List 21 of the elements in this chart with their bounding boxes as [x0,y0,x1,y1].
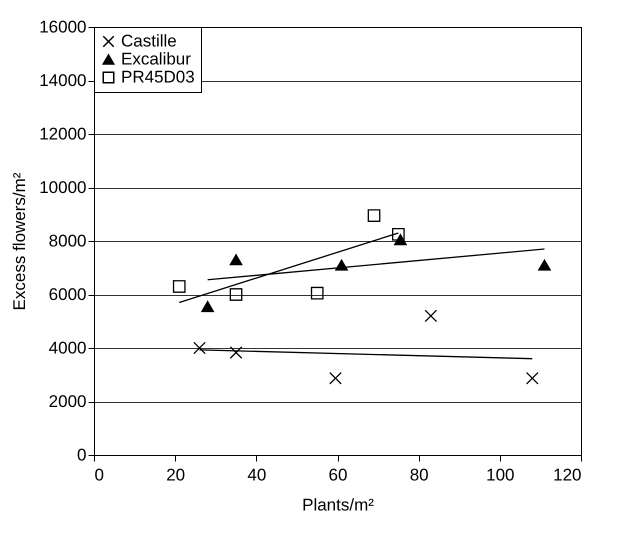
y-axis-title: Excess flowers/m² [10,172,30,310]
y-tick-label: 6000 [48,285,86,304]
y-tick-label: 2000 [48,392,86,411]
x-tick-label: 40 [247,466,266,484]
x-tick-label: 120 [553,466,582,484]
y-tick-label: 14000 [39,71,86,90]
y-tick-label: 16000 [39,18,86,36]
x-tick-label: 80 [410,466,429,484]
legend-label: Excalibur [121,50,192,68]
x-tick-label: 100 [486,466,515,484]
x-tick-label: 20 [166,466,186,484]
y-tick-label: 8000 [48,232,86,250]
y-tick-label: 12000 [39,124,86,144]
y-tick-label: 10000 [39,178,86,197]
legend-label: Castille [121,32,177,50]
x-tick-label: 0 [94,466,104,484]
x-tick-label: 60 [328,466,348,484]
legend-label: PR45D03 [121,68,195,86]
y-tick-label: 0 [77,446,86,464]
x-axis-title: Plants/m² [302,496,374,514]
y-tick-label: 4000 [48,338,86,358]
